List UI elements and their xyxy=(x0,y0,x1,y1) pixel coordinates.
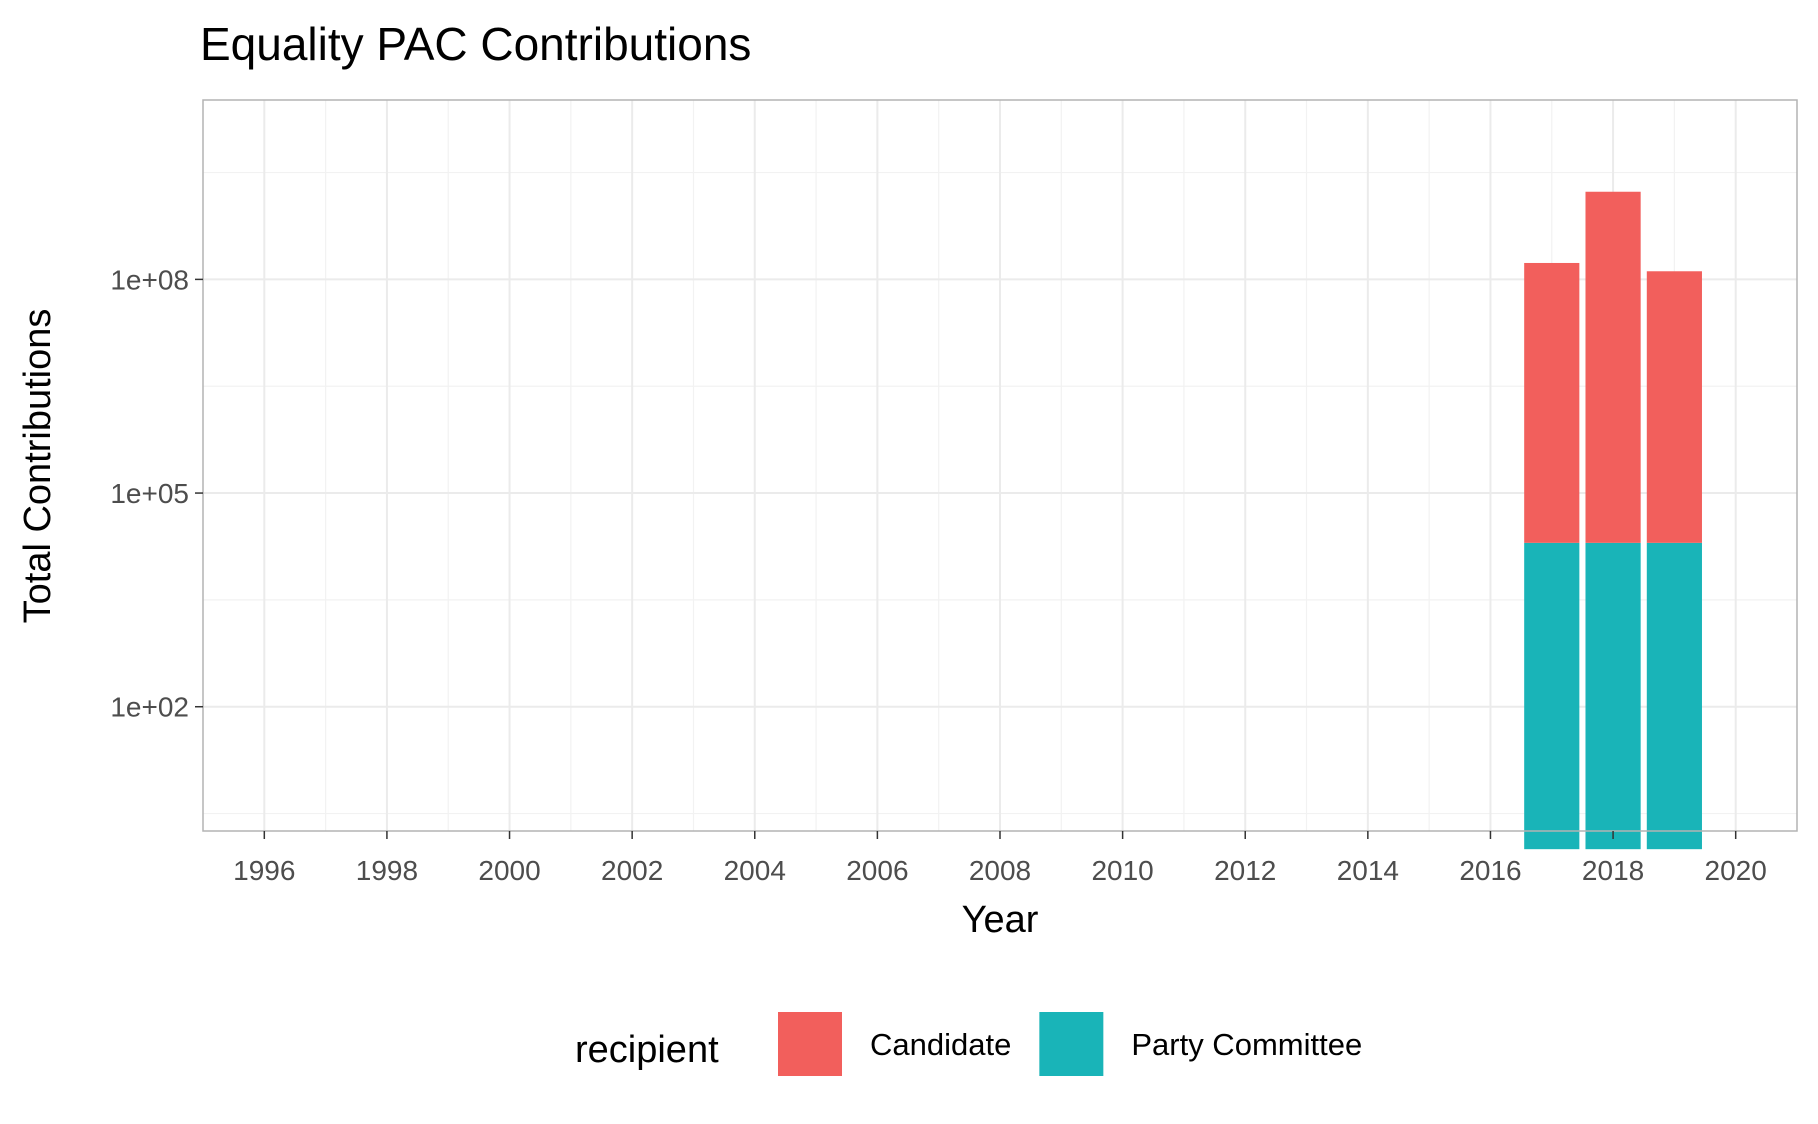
legend: recipient Candidate Party Committee xyxy=(575,1012,1362,1076)
y-axis-title: Total Contributions xyxy=(17,309,59,624)
x-tick-label: 2002 xyxy=(601,855,663,886)
x-tick-label: 1996 xyxy=(233,855,295,886)
chart-title: Equality PAC Contributions xyxy=(200,18,751,70)
y-tick-label: 1e+05 xyxy=(110,478,189,509)
y-tick-label: 1e+02 xyxy=(110,692,189,723)
x-tick-label: 2020 xyxy=(1705,855,1767,886)
bar-candidate-2017 xyxy=(1524,262,1580,543)
legend-swatch xyxy=(778,1012,842,1076)
bars xyxy=(1524,191,1702,850)
x-tick-label: 2016 xyxy=(1459,855,1521,886)
x-tick-label: 2010 xyxy=(1091,855,1153,886)
bar-candidate-2019 xyxy=(1646,271,1702,543)
x-tick-label: 2000 xyxy=(478,855,540,886)
y-axis: 1e+02 1e+05 1e+08 xyxy=(110,264,203,723)
x-tick-label: 2012 xyxy=(1214,855,1276,886)
bar-party-committee-2017 xyxy=(1524,542,1580,850)
x-tick-label: 1998 xyxy=(356,855,418,886)
bar-party-committee-2018 xyxy=(1585,542,1641,850)
x-tick-label: 2018 xyxy=(1582,855,1644,886)
bar-party-committee-2019 xyxy=(1646,542,1702,850)
grid-major xyxy=(203,100,1797,831)
x-axis-title: Year xyxy=(962,899,1039,941)
legend-swatch xyxy=(1039,1012,1104,1076)
bar-candidate-2018 xyxy=(1585,191,1641,543)
y-tick-label: 1e+08 xyxy=(110,264,189,295)
legend-label: Candidate xyxy=(870,1027,1011,1062)
x-tick-label: 2006 xyxy=(846,855,908,886)
x-tick-label: 2014 xyxy=(1337,855,1399,886)
legend-items: Candidate Party Committee xyxy=(778,1012,1362,1076)
x-tick-label: 2008 xyxy=(969,855,1031,886)
x-tick-label: 2004 xyxy=(724,855,786,886)
legend-title: recipient xyxy=(575,1029,719,1071)
legend-label: Party Committee xyxy=(1131,1027,1362,1062)
x-axis: 1996 1998 2000 2002 2004 2006 2008 2010 2012 2014… xyxy=(233,831,1767,886)
